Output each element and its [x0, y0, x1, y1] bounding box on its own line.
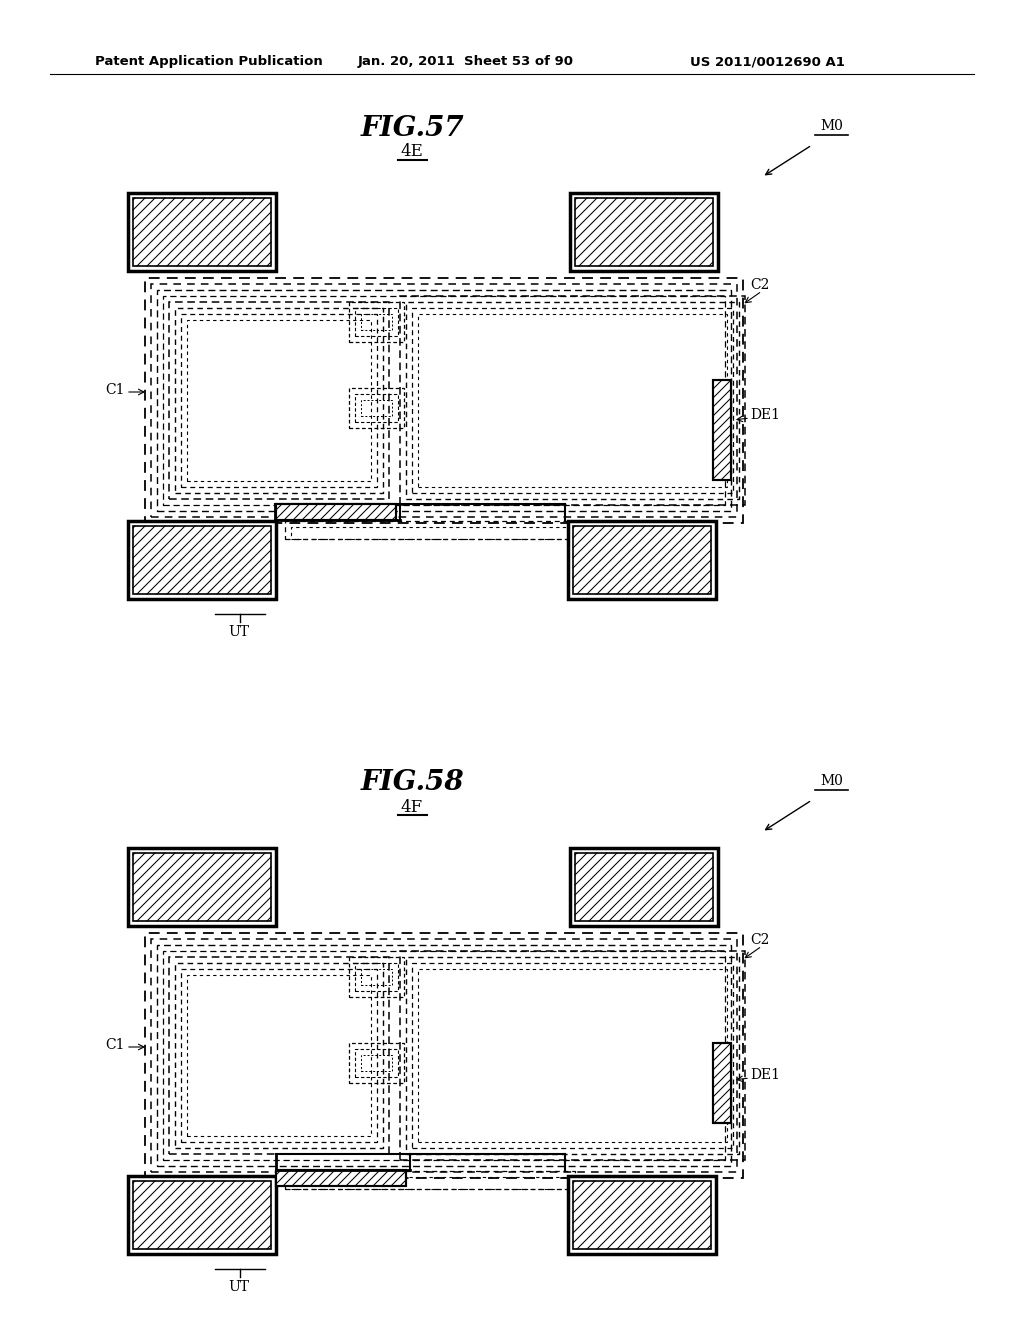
Bar — [573, 525, 711, 594]
Bar — [187, 319, 371, 480]
Bar — [418, 969, 727, 1142]
Bar — [713, 1043, 731, 1123]
Bar — [355, 308, 398, 337]
Bar — [175, 308, 383, 492]
Text: M0: M0 — [820, 774, 843, 788]
Bar — [145, 279, 743, 523]
Bar — [145, 933, 743, 1177]
Bar — [157, 945, 731, 1166]
Bar — [349, 388, 404, 428]
Bar — [181, 314, 377, 487]
Bar — [157, 290, 731, 511]
Bar — [361, 1055, 392, 1071]
Bar — [151, 939, 737, 1172]
Bar — [285, 521, 575, 539]
Text: DE1: DE1 — [750, 1068, 780, 1082]
Bar — [276, 504, 396, 520]
Bar — [361, 314, 392, 330]
Bar — [276, 504, 396, 520]
Bar — [169, 957, 389, 1154]
Text: 4E: 4E — [400, 144, 424, 161]
Bar — [418, 314, 727, 487]
Bar — [400, 950, 745, 1160]
Bar — [570, 193, 718, 271]
Text: C2: C2 — [750, 279, 769, 292]
Bar — [128, 847, 276, 927]
Bar — [291, 1177, 569, 1189]
Bar — [169, 302, 389, 499]
Bar — [349, 1043, 404, 1082]
Bar — [291, 527, 569, 539]
Bar — [568, 521, 716, 599]
Text: M0: M0 — [820, 119, 843, 133]
Text: C2: C2 — [750, 933, 769, 946]
Bar — [151, 284, 737, 517]
Text: US 2011/0012690 A1: US 2011/0012690 A1 — [690, 55, 845, 69]
Bar — [133, 525, 271, 594]
Bar — [575, 853, 713, 921]
Bar — [349, 302, 404, 342]
Bar — [412, 964, 733, 1148]
Text: UT: UT — [228, 624, 249, 639]
Bar — [570, 847, 718, 927]
Bar — [128, 521, 276, 599]
Bar — [713, 380, 731, 480]
Text: FIG.57: FIG.57 — [360, 115, 464, 141]
Bar — [175, 964, 383, 1148]
Bar — [355, 1049, 398, 1077]
Bar — [187, 975, 371, 1137]
Bar — [575, 198, 713, 267]
Bar — [568, 1176, 716, 1254]
Text: C1: C1 — [105, 1038, 125, 1052]
Bar — [276, 1170, 406, 1185]
Bar — [276, 1170, 406, 1185]
Text: 4F: 4F — [400, 799, 423, 816]
Bar — [133, 198, 271, 267]
Text: FIG.58: FIG.58 — [360, 770, 464, 796]
Bar — [285, 1171, 575, 1189]
Bar — [406, 302, 739, 499]
Bar — [355, 393, 398, 422]
Bar — [133, 853, 271, 921]
Text: C1: C1 — [105, 383, 125, 397]
Bar — [400, 296, 745, 506]
Bar — [713, 1043, 731, 1123]
Bar — [361, 400, 392, 416]
Bar — [713, 380, 731, 480]
Bar — [163, 950, 725, 1160]
Bar — [406, 957, 739, 1154]
Bar — [412, 308, 733, 492]
Bar — [163, 296, 725, 506]
Bar — [133, 1181, 271, 1249]
Bar — [181, 969, 377, 1142]
Bar — [355, 964, 398, 991]
Text: DE1: DE1 — [750, 408, 780, 422]
Text: Jan. 20, 2011  Sheet 53 of 90: Jan. 20, 2011 Sheet 53 of 90 — [358, 55, 574, 69]
Bar — [361, 969, 392, 985]
Bar — [349, 957, 404, 997]
Text: UT: UT — [228, 1280, 249, 1294]
Bar — [128, 193, 276, 271]
Bar — [573, 1181, 711, 1249]
Bar — [128, 1176, 276, 1254]
Text: Patent Application Publication: Patent Application Publication — [95, 55, 323, 69]
